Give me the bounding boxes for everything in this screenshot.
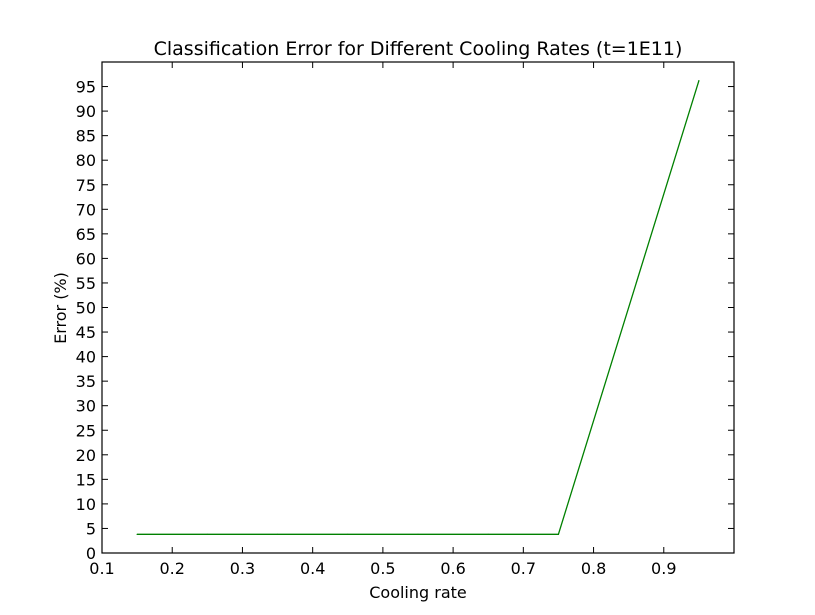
- data-point: [206, 533, 208, 535]
- series-line: [137, 80, 700, 535]
- y-tick-label: 55: [76, 274, 96, 293]
- y-tick-label: 70: [76, 200, 96, 219]
- data-point: [557, 533, 560, 535]
- data-point: [347, 533, 349, 535]
- x-tick-label: 0.8: [581, 559, 606, 578]
- y-tick-label: 80: [76, 151, 96, 170]
- plot-area: [101, 61, 735, 554]
- x-axis-label: Cooling rate: [369, 583, 467, 602]
- y-tick-label: 85: [76, 127, 96, 146]
- x-tick-label: 0.5: [370, 559, 395, 578]
- data-point: [276, 533, 279, 535]
- axes-frame: [101, 61, 735, 554]
- data-point: [487, 533, 489, 535]
- chart-title: Classification Error for Different Cooli…: [154, 38, 683, 60]
- y-tick-label: 45: [76, 323, 96, 342]
- x-tick-label: 0.4: [300, 559, 325, 578]
- y-tick-label: 30: [76, 397, 96, 416]
- x-tick-label: 0.7: [511, 559, 536, 578]
- y-tick-label: 25: [76, 421, 96, 440]
- y-tick-label: 15: [76, 470, 96, 489]
- y-tick-label: 0: [86, 544, 96, 563]
- y-tick-label: 75: [76, 176, 96, 195]
- data-point: [136, 533, 138, 535]
- y-axis-label: Error (%): [51, 272, 70, 344]
- y-tick-label: 50: [76, 299, 96, 318]
- y-tick-label: 40: [76, 348, 96, 367]
- data-point: [417, 533, 419, 535]
- x-tick-label: 0.6: [440, 559, 465, 578]
- data-point: [698, 80, 700, 82]
- series-group: [136, 80, 700, 535]
- y-tick-label: 5: [86, 519, 96, 538]
- y-axis-ticks: 0 5 10 15 20 25 30 35 40 45 50 55 60 65 70 75 80 85 90 95: [76, 78, 734, 563]
- y-tick-label: 95: [76, 78, 96, 97]
- y-tick-label: 60: [76, 249, 96, 268]
- x-axis-ticks: 0.1 0.2 0.3 0.4 0.5 0.6 0.7 0.8 0.9: [89, 62, 677, 578]
- y-tick-label: 20: [76, 446, 96, 465]
- y-tick-label: 10: [76, 495, 96, 514]
- x-tick-label: 0.3: [230, 559, 255, 578]
- y-tick-label: 65: [76, 225, 96, 244]
- x-tick-label: 0.1: [89, 559, 114, 578]
- y-tick-label: 90: [76, 102, 96, 121]
- y-tick-label: 35: [76, 372, 96, 391]
- x-tick-label: 0.9: [651, 559, 676, 578]
- x-tick-label: 0.2: [159, 559, 184, 578]
